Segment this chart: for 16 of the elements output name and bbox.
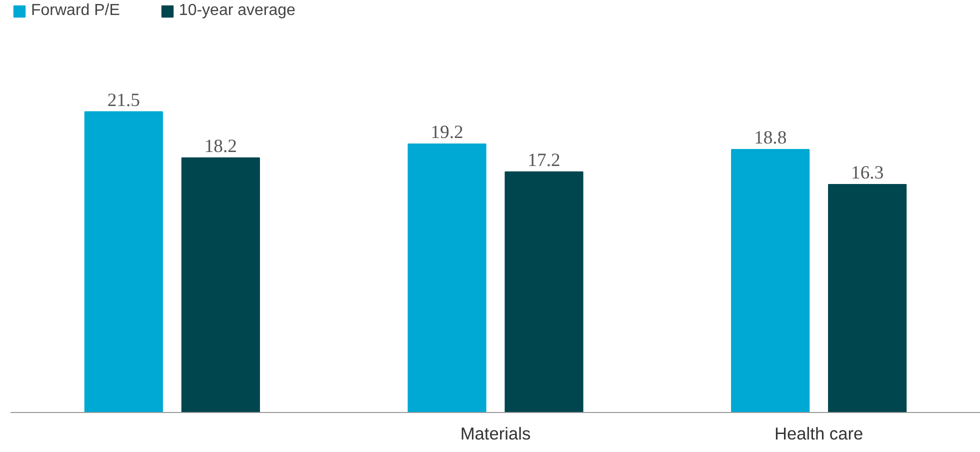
data-label: 21.5 <box>107 90 140 111</box>
data-label: 18.2 <box>204 136 237 157</box>
bar <box>181 157 260 412</box>
legend-label: Forward P/E <box>31 2 120 20</box>
data-label: 18.8 <box>754 128 787 149</box>
data-label: 19.2 <box>430 122 464 143</box>
bar <box>504 171 584 412</box>
legend-label: 10-year average <box>178 2 296 20</box>
bar <box>84 111 163 412</box>
bar <box>828 184 907 412</box>
data-label: 17.2 <box>528 150 560 171</box>
bar <box>731 149 810 412</box>
bar <box>408 143 486 412</box>
x-tick-label: Materials <box>460 424 531 444</box>
data-label: 16.3 <box>851 162 884 184</box>
x-tick-label: Health care <box>774 424 864 444</box>
